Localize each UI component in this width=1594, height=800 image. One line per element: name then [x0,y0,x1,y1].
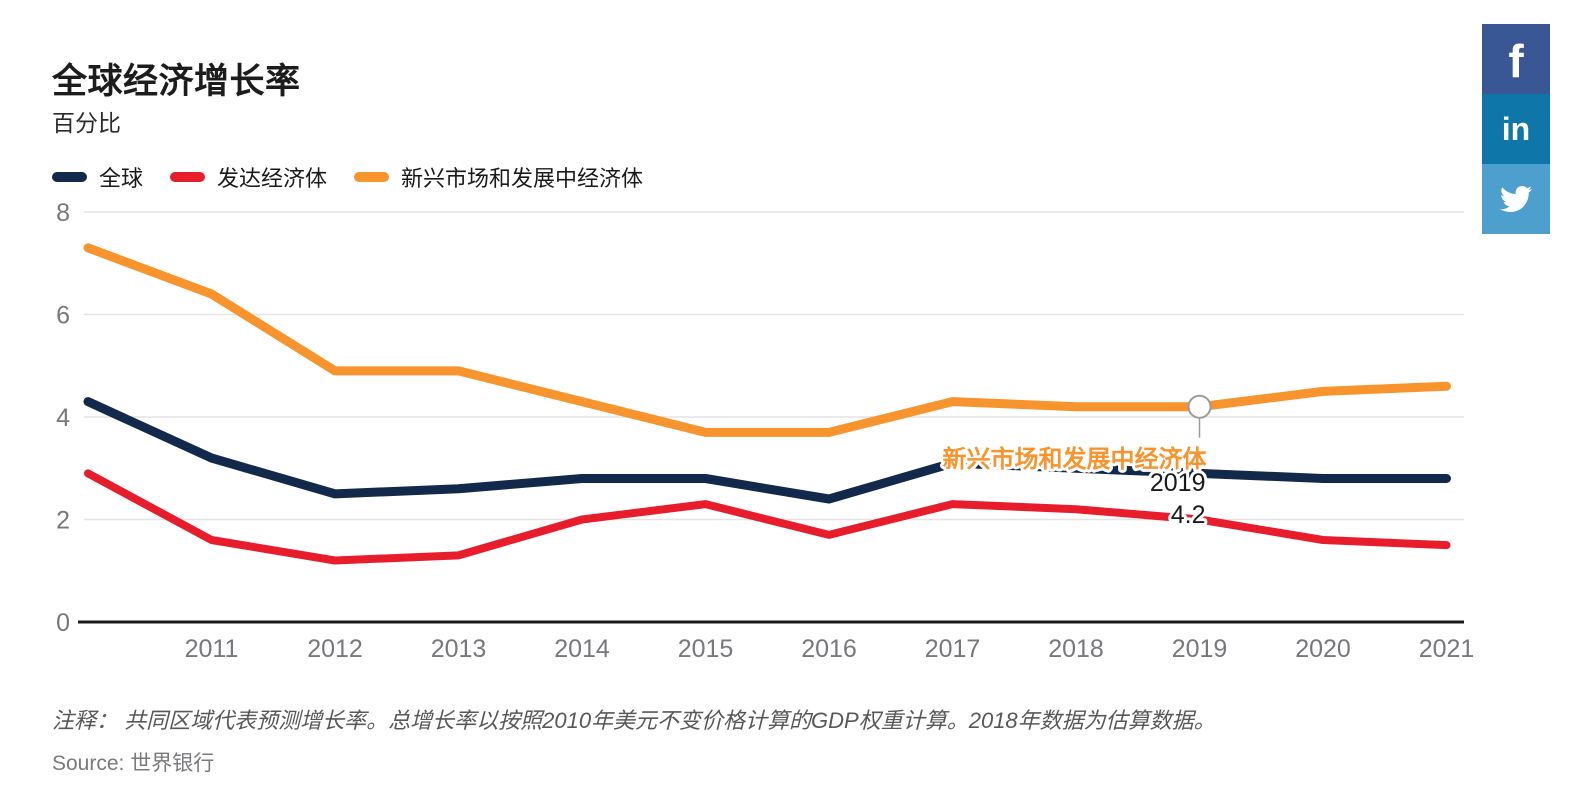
x-tick-label-2018: 2018 [1048,635,1104,663]
linkedin-icon: in [1501,111,1531,147]
series-line-0[interactable] [83,397,1451,504]
tooltip-year: 2019 [1150,469,1206,497]
chart-svg[interactable]: 0 2 4 6 8 2011 2012 2013 2014 2015 2016 2017 2018 201… [0,190,1594,670]
series-line-2[interactable] [83,243,1451,437]
y-tick-label-2: 2 [56,507,70,535]
legend-label-global: 全球 [99,166,144,191]
legend-swatch-advanced-economies [170,172,206,182]
twitter-share-button[interactable] [1482,164,1550,234]
y-tick-label-6: 6 [56,302,70,330]
page-title: 全球经济增长率 [52,62,301,102]
y-tick-label-4: 4 [56,404,70,432]
series-line-1[interactable] [84,469,1451,565]
x-tick-label-2020: 2020 [1295,635,1351,663]
hover-marker-circle[interactable] [1187,394,1212,419]
legend-item-advanced-economies[interactable]: 发达经济体 [170,161,327,193]
facebook-icon: f [1508,35,1524,87]
legend-swatch-emerging-markets [354,172,390,182]
x-tick-label-2021: 2021 [1419,635,1475,663]
tooltip-value: 4.2 [1171,501,1206,529]
source-value: 世界银行 [130,752,215,775]
source-label: Source: [52,752,125,775]
social-share-bar: f in [1482,24,1550,234]
line-chart[interactable]: 0 2 4 6 8 2011 2012 2013 2014 2015 2016 2017 2018 201… [0,190,1594,670]
legend-swatch-global [52,172,87,182]
source-line: Source: 世界银行 [52,747,214,777]
legend-item-global[interactable]: 全球 [52,161,143,193]
chart-footnote: 注释： 共同区域代表预测增长率。总增长率以按照2010年美元不变价格计算的GDP… [52,708,1216,733]
y-axis-unit-label: 百分比 [52,110,121,136]
x-tick-label-2019: 2019 [1172,635,1228,663]
legend-item-emerging-markets[interactable]: 新兴市场和发展中经济体 [354,161,643,193]
tooltip-series-label: 新兴市场和发展中经济体 [943,445,1208,473]
y-tick-label-8: 8 [56,199,70,227]
legend-label-advanced-economies: 发达经济体 [217,166,328,191]
linkedin-share-button[interactable]: in [1482,94,1550,164]
x-tick-label-2016: 2016 [801,635,857,663]
x-tick-label-2017: 2017 [925,635,981,663]
facebook-share-button[interactable]: f [1482,24,1550,94]
y-tick-label-0: 0 [56,609,70,637]
legend-label-emerging-markets: 新兴市场和发展中经济体 [401,166,644,191]
x-tick-label-2013: 2013 [431,635,487,663]
legend: 全球 发达经济体 新兴市场和发展中经济体 [52,161,643,193]
x-tick-label-2012: 2012 [307,635,363,663]
twitter-bird-icon [1500,186,1532,212]
x-tick-label-2011: 2011 [185,635,239,663]
x-tick-label-2014: 2014 [554,635,610,663]
x-tick-label-2015: 2015 [678,635,734,663]
